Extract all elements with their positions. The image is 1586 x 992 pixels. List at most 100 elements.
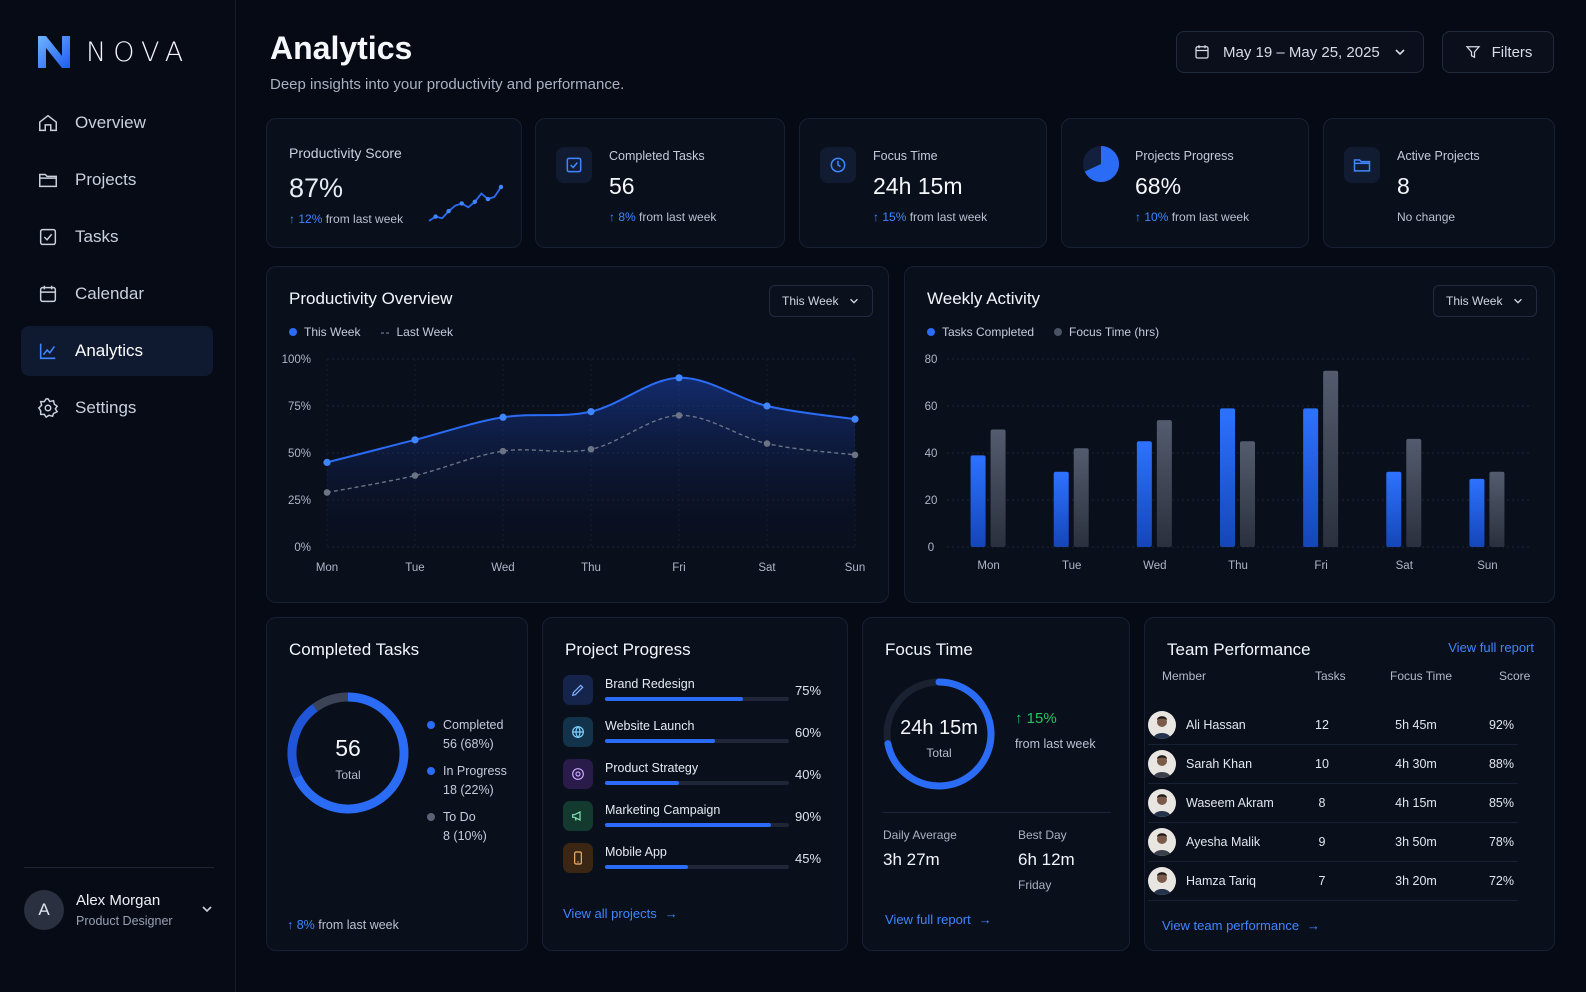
project-row[interactable]: Marketing Campaign 90% — [563, 801, 823, 833]
y-tick-label: 75% — [288, 401, 311, 413]
folder-icon — [1353, 159, 1371, 172]
daily-average-label: Daily Average — [883, 828, 957, 842]
member-name: Ali Hassan — [1186, 718, 1246, 732]
legend-dash: -- — [380, 325, 391, 339]
megaphone-icon — [563, 801, 593, 831]
nav-item-tasks[interactable]: Tasks — [21, 212, 213, 262]
legend-dot — [427, 721, 435, 729]
last-week-point — [851, 451, 859, 459]
view-team-performance-link[interactable]: View team performance → — [1162, 918, 1320, 933]
member-score: 92% — [1488, 718, 1514, 732]
avatar: A — [24, 890, 64, 930]
focus-time-panel: Focus Time 24h 15m Total ↑ 15% from last… — [862, 617, 1130, 951]
focus-delta-text: from last week — [1015, 737, 1096, 751]
view-full-report-link[interactable]: View full report — [1448, 640, 1534, 655]
table-row[interactable]: Waseem Akram 8 4h 15m 85% — [1148, 785, 1518, 823]
legend-label: Focus Time (hrs) — [1069, 325, 1160, 339]
sparkline-point — [485, 196, 491, 202]
chevron-down-icon — [1514, 298, 1523, 304]
progress-fill — [605, 781, 679, 785]
legend-item: To Do 8 (10%) — [427, 808, 507, 846]
panel-title: Completed Tasks — [289, 640, 420, 659]
chevron-down-icon[interactable] — [200, 902, 214, 916]
donut-legend: Completed 56 (68%) In Progress 18 (22%) To… — [427, 716, 507, 846]
kpi-delta-text: from last week — [325, 212, 404, 226]
project-row[interactable]: Website Launch 60% — [563, 717, 823, 749]
avatar — [1148, 867, 1176, 895]
kpi-projects-progress: Projects Progress 68% ↑ 10% from last we… — [1061, 118, 1309, 248]
sparkline-point — [498, 184, 503, 190]
project-name: Marketing Campaign — [605, 803, 721, 817]
legend-item: In Progress 18 (22%) — [427, 762, 507, 800]
nav-item-calendar[interactable]: Calendar — [21, 269, 213, 319]
member-tasks: 8 — [1318, 796, 1326, 810]
week-selector[interactable]: This Week — [769, 285, 874, 317]
this-week-area — [327, 377, 855, 547]
focus-time-ring — [883, 678, 995, 790]
nav-label: Tasks — [75, 227, 119, 246]
productivity-line-chart: 0% 25% 50% 75% 100% Mon Tue Wed Thu Fri Sat Sun — [282, 354, 866, 574]
chart-legend: This Week -- Last Week — [289, 325, 453, 339]
kpi-active-projects: Active Projects 8 No change — [1323, 118, 1555, 248]
legend-item: Tasks Completed — [927, 325, 1034, 339]
project-pct: 45% — [795, 851, 822, 866]
x-tick-label: Tue — [405, 562, 424, 574]
team-performance-panel: Team Performance View full report — [1144, 617, 1555, 951]
donut-slice — [293, 692, 409, 814]
panel-title: Team Performance — [1167, 640, 1311, 659]
table-row[interactable]: Ayesha Malik 9 3h 50m 78% — [1148, 824, 1518, 862]
pen-icon — [563, 675, 593, 705]
arrow-up-icon: ↑ — [1015, 710, 1023, 727]
tasks-bar — [1386, 471, 1402, 547]
focus-bar — [990, 429, 1006, 547]
brand-name: NOVA — [86, 36, 191, 68]
filters-button[interactable]: Filters — [1442, 31, 1554, 73]
nav-item-projects[interactable]: Projects — [21, 155, 213, 205]
legend-label: To Do — [443, 810, 476, 824]
last-week-point — [763, 440, 771, 447]
sparkline-point — [433, 214, 438, 219]
member-name: Sarah Khan — [1186, 757, 1253, 771]
table-row[interactable]: Sarah Khan 10 4h 30m 88% — [1148, 746, 1518, 784]
focus-delta: ↑ 15% — [1015, 710, 1096, 727]
kpi-value: 8 — [1397, 173, 1410, 199]
sparkline-point — [459, 201, 464, 206]
table-row[interactable]: Ali Hassan 12 5h 45m 92% — [1148, 707, 1518, 745]
project-name: Product Strategy — [605, 761, 699, 775]
project-row[interactable]: Product Strategy 40% — [563, 759, 823, 791]
nav-item-settings[interactable]: Settings — [21, 383, 213, 433]
x-tick-label: Wed — [1143, 560, 1166, 572]
kpi-delta-value: 8% — [618, 210, 636, 224]
focus-bar — [1323, 370, 1339, 547]
column-header-focus: Focus Time — [1390, 669, 1453, 683]
project-progress-panel: Project Progress Brand Redesign 75% Webs… — [542, 617, 848, 951]
brand-logo[interactable]: NOVA — [34, 32, 190, 72]
chart-line-icon — [39, 343, 56, 360]
kpi-value: 56 — [609, 173, 635, 199]
date-range-picker[interactable]: May 19 – May 25, 2025 — [1176, 31, 1424, 73]
kpi-note: No change — [1397, 210, 1456, 224]
legend-detail: 56 (68%) — [443, 737, 494, 751]
view-all-projects-link[interactable]: View all projects → — [563, 906, 678, 921]
nav-label: Calendar — [75, 284, 144, 303]
progress-fill — [605, 823, 771, 827]
filter-icon — [1465, 46, 1480, 59]
project-row[interactable]: Brand Redesign 75% — [563, 675, 823, 707]
nav-item-overview[interactable]: Overview — [21, 98, 213, 148]
member-tasks: 7 — [1318, 874, 1326, 888]
nav-item-analytics[interactable]: Analytics — [21, 326, 213, 376]
completed-delta: ↑ 8% from last week — [287, 918, 399, 932]
kpi-label: Active Projects — [1397, 149, 1480, 163]
kpi-delta-value: 12% — [298, 212, 323, 226]
focus-bar — [1489, 471, 1505, 547]
view-full-report-link[interactable]: View full report → — [885, 912, 992, 927]
project-row[interactable]: Mobile App 45% — [563, 843, 823, 875]
kpi-icon-bg — [556, 147, 592, 183]
this-week-point — [675, 374, 683, 382]
progress-fill — [605, 739, 716, 743]
table-row[interactable]: Hamza Tariq 7 3h 20m 72% — [1148, 863, 1518, 901]
kpi-delta-value: 15% — [882, 210, 907, 224]
week-selector[interactable]: This Week — [1433, 285, 1538, 317]
user-profile[interactable]: A Alex Morgan Product Designer — [24, 890, 214, 930]
member-focus: 3h 50m — [1395, 835, 1437, 849]
